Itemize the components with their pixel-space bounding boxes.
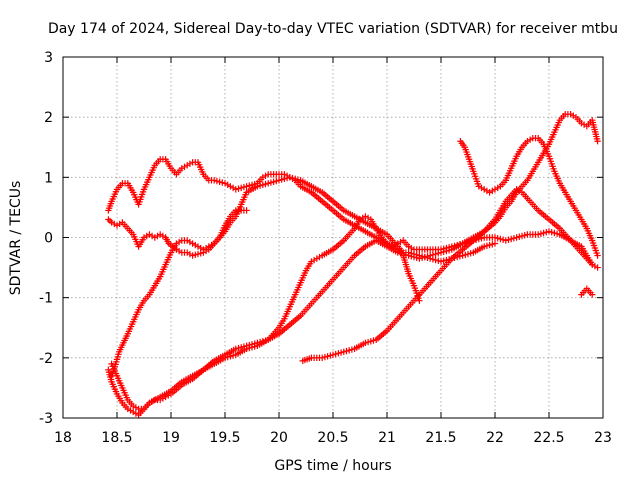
- data-point: [594, 138, 601, 145]
- x-tick-label: 19: [162, 430, 180, 446]
- series-arc-7: [457, 135, 601, 259]
- data-point: [243, 207, 250, 214]
- series-arc-3: [105, 110, 601, 419]
- series-arc-8: [578, 285, 596, 298]
- x-tick-label: 20: [270, 430, 288, 446]
- data-point: [589, 291, 596, 298]
- data-points: [105, 110, 601, 419]
- y-tick-label: -3: [39, 411, 53, 427]
- data-point: [416, 297, 423, 304]
- y-axis-label: SDTVAR / TECUs: [8, 181, 24, 296]
- x-tick-label: 22: [486, 430, 504, 446]
- x-tick-label: 19.5: [209, 430, 240, 446]
- y-tick-label: 1: [44, 170, 53, 186]
- y-tick-label: -2: [39, 351, 53, 367]
- x-tick-label: 18.5: [101, 430, 132, 446]
- plot-frame: [62, 56, 604, 419]
- data-point: [594, 252, 601, 259]
- x-tick-label: 21.5: [425, 430, 456, 446]
- series-arc-5: [108, 174, 499, 380]
- data-point: [105, 216, 112, 223]
- data-point: [106, 217, 114, 225]
- x-tick-label: 22.5: [533, 430, 564, 446]
- data-point: [594, 264, 601, 271]
- x-tick-labels: 18 18.5 19 19.5 20 20.5 21 21.5 22 22.5 23: [54, 430, 612, 446]
- x-axis-label: GPS time / hours: [274, 458, 391, 474]
- y-tick-label: -1: [39, 291, 53, 307]
- x-tick-label: 23: [594, 430, 612, 446]
- series-arc-1: [105, 156, 423, 304]
- x-tick-label: 20.5: [317, 430, 348, 446]
- y-tick-label: 0: [44, 231, 53, 247]
- x-tick-label: 21: [378, 430, 396, 446]
- series-arc-6: [299, 186, 596, 365]
- y-tick-label: 3: [44, 50, 53, 66]
- chart-title: Day 174 of 2024, Sidereal Day-to-day VTE…: [48, 21, 618, 37]
- y-tick-label: 2: [44, 110, 53, 126]
- y-tick-labels: -3 -2 -1 0 1 2 3: [39, 50, 53, 427]
- x-tick-label: 18: [54, 430, 72, 446]
- series-arc-2: [105, 207, 250, 259]
- data-point: [491, 240, 499, 247]
- data-point: [589, 261, 596, 268]
